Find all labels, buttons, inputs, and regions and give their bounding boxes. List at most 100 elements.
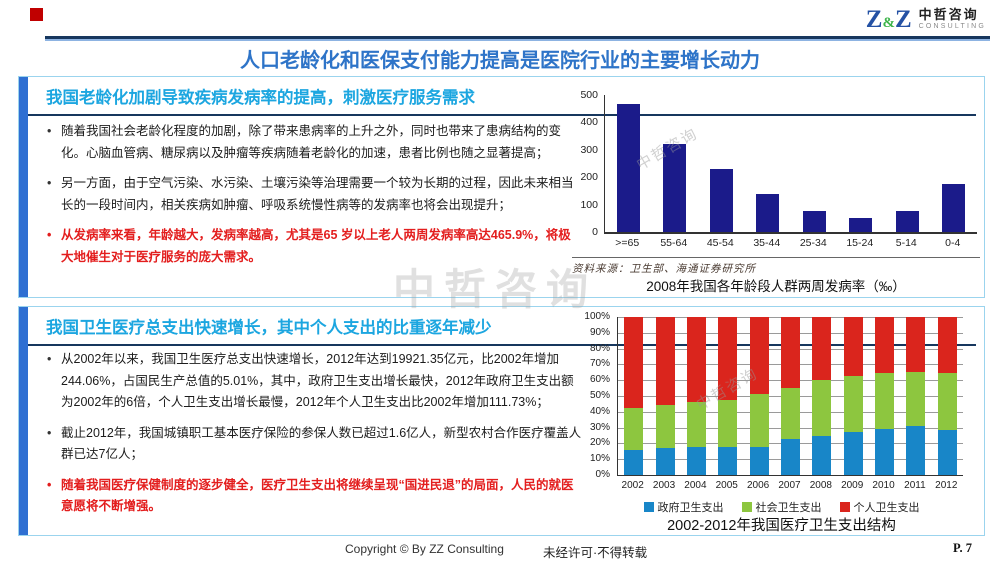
section-aging-panel: 我国老龄化加剧导致疾病发病率的提高，刺激医疗服务需求 随着我国社会老龄化程度的加… bbox=[18, 76, 985, 298]
y-tick-label: 100 bbox=[580, 198, 598, 211]
segment-社会卫生支出 bbox=[812, 380, 832, 436]
x-tick-label: 45-54 bbox=[706, 237, 734, 249]
y-tick-label: 300 bbox=[580, 143, 598, 156]
segment-社会卫生支出 bbox=[780, 388, 800, 440]
segment-社会卫生支出 bbox=[843, 376, 863, 432]
x-tick-label: 2008 bbox=[809, 480, 832, 491]
logo-company-name: 中哲咨询 bbox=[918, 7, 979, 22]
bar-5-14 bbox=[895, 210, 919, 232]
panel-left-accent-bar bbox=[19, 77, 28, 297]
x-tick-label: 5-14 bbox=[895, 237, 917, 249]
x-tick-label: 2009 bbox=[841, 480, 864, 491]
panel-left-accent-bar bbox=[19, 307, 28, 535]
stacked-bar-2003 bbox=[655, 317, 675, 475]
x-tick-label: 2003 bbox=[652, 480, 676, 491]
y-tick-label: 20% bbox=[589, 437, 610, 449]
chart2-caption: 2002-2012年我国医疗卫生支出结构 bbox=[667, 518, 896, 534]
page-title: 人口老龄化和医保支付能力提高是医院行业的主要增长动力 bbox=[240, 50, 760, 72]
bullet-item: 截止2012年，我国城镇职工基本医疗保险的参保人数已超过1.6亿人，新型农村合作… bbox=[45, 423, 583, 466]
y-tick-label: 0% bbox=[595, 469, 610, 480]
segment-社会卫生支出 bbox=[624, 407, 644, 450]
corner-accent-square bbox=[30, 8, 43, 21]
legend-swatch bbox=[741, 502, 752, 512]
legend-label: 个人卫生支出 bbox=[853, 502, 920, 514]
bar-0-4 bbox=[942, 184, 966, 232]
stacked-bar-2010 bbox=[875, 317, 895, 475]
chart1-y-axis: 0 100 200 300 400 500 bbox=[572, 89, 600, 238]
chart2-x-axis: 2002 2003 2004 2005 2006 2007 2008 2009 2010 2011… bbox=[617, 480, 962, 491]
segment-社会卫生支出 bbox=[749, 394, 769, 447]
segment-社会卫生支出 bbox=[937, 373, 957, 430]
segment-个人卫生支出 bbox=[749, 317, 769, 395]
page-number: P. 7 bbox=[953, 541, 972, 555]
x-tick-label: 25-34 bbox=[799, 237, 827, 249]
legend-item: 社会卫生支出 bbox=[741, 499, 822, 515]
section2-bullet-list: 从2002年以来，我国卫生医疗总支出快速增长，2012年达到19921.35亿元… bbox=[45, 349, 583, 527]
stacked-bar-2004 bbox=[686, 317, 706, 475]
x-tick-label: 2012 bbox=[935, 480, 958, 491]
section1-header: 我国老龄化加剧导致疾病发病率的提高，刺激医疗服务需求 bbox=[28, 77, 976, 116]
bar-25-34 bbox=[802, 210, 826, 232]
segment-个人卫生支出 bbox=[718, 317, 738, 400]
logo-company-name-en: CONSULTING bbox=[918, 22, 986, 30]
x-tick-label: >=65 bbox=[615, 237, 640, 249]
x-tick-label: 15-24 bbox=[846, 237, 874, 249]
x-tick-label: 2004 bbox=[684, 480, 707, 491]
y-tick-label: 500 bbox=[580, 89, 598, 101]
company-logo: Z&Z 中哲咨询 CONSULTING bbox=[866, 7, 986, 32]
stacked-bar-2012 bbox=[937, 317, 957, 475]
bar-15-24 bbox=[849, 218, 873, 232]
segment-个人卫生支出 bbox=[624, 317, 644, 408]
x-tick-label: 2007 bbox=[778, 480, 801, 491]
y-tick-label: 90% bbox=[589, 326, 610, 338]
x-tick-label: 0-4 bbox=[945, 237, 961, 249]
y-tick-label: 200 bbox=[580, 171, 598, 184]
segment-政府卫生支出 bbox=[843, 431, 863, 475]
x-tick-label: 55-64 bbox=[660, 237, 688, 249]
x-tick-label: 2010 bbox=[872, 480, 895, 491]
segment-政府卫生支出 bbox=[655, 448, 675, 475]
segment-社会卫生支出 bbox=[906, 372, 926, 427]
segment-政府卫生支出 bbox=[937, 429, 957, 475]
segment-社会卫生支出 bbox=[655, 405, 675, 449]
y-tick-label: 70% bbox=[589, 358, 610, 370]
segment-政府卫生支出 bbox=[875, 429, 895, 475]
bar->=65 bbox=[616, 104, 640, 232]
x-tick-label: 35-44 bbox=[753, 237, 781, 249]
segment-个人卫生支出 bbox=[843, 317, 863, 377]
y-tick-label: 60% bbox=[589, 374, 610, 386]
bullet-item-emphasis: 从发病率来看，年龄越大，发病率越高，尤其是65 岁以上老人两周发病率高达465.… bbox=[45, 225, 583, 268]
legend-swatch bbox=[643, 502, 654, 512]
segment-政府卫生支出 bbox=[718, 446, 738, 475]
stacked-bar-2007 bbox=[780, 317, 800, 475]
segment-个人卫生支出 bbox=[686, 317, 706, 403]
segment-个人卫生支出 bbox=[906, 317, 926, 373]
segment-个人卫生支出 bbox=[937, 317, 957, 374]
age-incidence-bar-chart: 0 100 200 300 400 500 >=65 55-64 45-54 35-44 25-3… bbox=[572, 87, 982, 294]
y-tick-label: 50% bbox=[589, 390, 610, 401]
segment-政府卫生支出 bbox=[686, 447, 706, 475]
chart1-plot-area bbox=[604, 95, 977, 234]
x-tick-label: 2002 bbox=[621, 480, 644, 491]
x-tick-label: 2006 bbox=[746, 480, 770, 491]
y-tick-label: 80% bbox=[589, 342, 610, 354]
chart1-source-note: 资料来源：卫生部、海通证券研究所 bbox=[572, 257, 980, 276]
section-expenditure-panel: 我国卫生医疗总支出快速增长，其中个人支出的比重逐年减少 从2002年以来，我国卫… bbox=[18, 306, 985, 536]
bar-35-44 bbox=[756, 194, 780, 232]
segment-政府卫生支出 bbox=[624, 449, 644, 475]
segment-政府卫生支出 bbox=[906, 426, 926, 475]
stacked-bar-2009 bbox=[843, 317, 863, 475]
segment-政府卫生支出 bbox=[749, 446, 769, 475]
segment-社会卫生支出 bbox=[875, 373, 895, 430]
segment-社会卫生支出 bbox=[686, 402, 706, 448]
legend-item: 个人卫生支出 bbox=[839, 499, 920, 515]
y-tick-label: 40% bbox=[589, 405, 610, 417]
y-tick-label: 400 bbox=[580, 116, 598, 129]
logo-mark: Z&Z bbox=[865, 6, 912, 33]
bar-55-64 bbox=[663, 144, 687, 232]
chart2-plot-area bbox=[617, 317, 963, 476]
legend-item: 政府卫生支出 bbox=[643, 499, 724, 515]
footer-notice: 未经许可·不得转载 bbox=[543, 546, 648, 560]
y-tick-label: 100% bbox=[584, 311, 610, 322]
